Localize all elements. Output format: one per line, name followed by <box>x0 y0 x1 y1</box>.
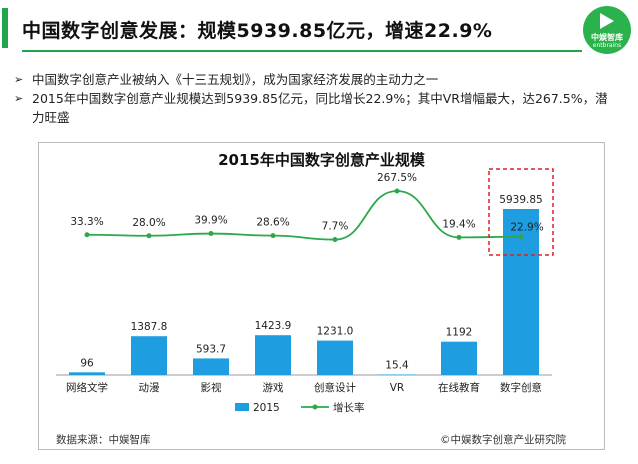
chart-frame: 2015年中国数字创意产业规模 96 网络文学 1387.8 动漫 593.7 影视 142… <box>38 142 605 450</box>
growth-rate-label: 22.9% <box>510 222 543 234</box>
bar-value-label: 1387.8 <box>131 321 168 333</box>
category-label: 数字创意 <box>500 381 542 394</box>
bar-网络文学 <box>69 372 105 375</box>
bar-value-label: 1231.0 <box>317 326 354 338</box>
chart-title: 2015年中国数字创意产业规模 <box>218 151 425 169</box>
growth-rate-label: 28.0% <box>132 217 165 229</box>
bullet-text: 中国数字创意产业被纳入《十三五规划》，成为国家经济发展的主动力之一 <box>32 72 439 87</box>
bar-数字创意 <box>503 209 539 375</box>
title-bar: 中国数字创意发展：规模5939.85亿元，增速22.9% 中娱智库 entbra… <box>0 0 638 56</box>
category-label: 动漫 <box>139 381 160 394</box>
source-note: 数据来源：中娱智库 <box>56 434 151 446</box>
play-icon <box>600 13 614 29</box>
category-label: 游戏 <box>263 381 284 394</box>
category-label: 网络文学 <box>66 381 108 394</box>
growth-rate-point <box>332 237 338 243</box>
growth-rate-label: 19.4% <box>442 218 475 230</box>
category-label: VR <box>390 382 404 394</box>
highlight-box <box>488 168 554 256</box>
category-label: 创意设计 <box>314 381 356 394</box>
bar-value-label: 1192 <box>446 327 473 339</box>
bar-value-label: 5939.85 <box>499 194 542 206</box>
bar-创意设计 <box>317 340 353 375</box>
growth-rate-point <box>394 188 400 194</box>
legend-line-marker <box>312 404 318 410</box>
growth-rate-label: 39.9% <box>194 215 227 227</box>
title-accent-bar <box>2 8 8 48</box>
bar-value-label: 15.4 <box>385 360 409 372</box>
growth-rate-point <box>456 234 462 240</box>
arrow-bullet-icon: ➢ <box>14 92 24 105</box>
legend-line-label: 增长率 <box>333 401 365 414</box>
bar-VR <box>379 374 415 376</box>
legend-bar-label: 2015 <box>253 402 280 414</box>
growth-rate-point <box>146 233 152 239</box>
bullet-text: 2015年中国数字创意产业规模达到5939.85亿元，同比增长22.9%；其中V… <box>32 91 608 125</box>
chart-svg: 96 网络文学 1387.8 动漫 593.7 影视 1423.9 游戏 1231.0 创意设计 1… <box>56 168 554 414</box>
arrow-bullet-icon: ➢ <box>14 73 24 86</box>
bullet-list: ➢ 中国数字创意产业被纳入《十三五规划》，成为国家经济发展的主动力之一 ➢ 20… <box>14 70 614 127</box>
legend-bar-swatch <box>235 403 249 411</box>
growth-rate-line <box>86 190 522 241</box>
growth-rate-point <box>208 231 214 237</box>
growth-rate-label: 33.3% <box>70 216 103 228</box>
bar-游戏 <box>255 335 291 375</box>
growth-rate-point <box>270 233 276 239</box>
title-underline <box>22 50 582 52</box>
brand-logo: 中娱智库 entbrains <box>583 6 631 54</box>
logo-en-text: entbrains <box>592 42 622 49</box>
bar-value-label: 1423.9 <box>255 320 292 332</box>
page-title: 中国数字创意发展：规模5939.85亿元，增速22.9% <box>22 20 493 42</box>
growth-rate-label: 28.6% <box>256 217 289 229</box>
growth-rate-point <box>84 232 90 238</box>
category-label: 在线教育 <box>438 381 480 394</box>
bar-影视 <box>193 358 229 375</box>
bar-在线教育 <box>441 341 477 375</box>
category-label: 影视 <box>201 381 222 394</box>
bar-value-label: 593.7 <box>196 343 226 355</box>
growth-rate-point <box>518 234 524 240</box>
copyright-note: ©中娱数字创意产业研究院 <box>440 434 566 446</box>
bullet-item: ➢ 2015年中国数字创意产业规模达到5939.85亿元，同比增长22.9%；其… <box>14 89 614 127</box>
bar-动漫 <box>131 336 167 375</box>
bullet-item: ➢ 中国数字创意产业被纳入《十三五规划》，成为国家经济发展的主动力之一 <box>14 70 614 89</box>
logo-cn-text: 中娱智库 <box>591 33 623 42</box>
bar-value-label: 96 <box>80 357 94 369</box>
growth-rate-label: 267.5% <box>377 172 417 184</box>
growth-rate-label: 7.7% <box>322 221 349 233</box>
